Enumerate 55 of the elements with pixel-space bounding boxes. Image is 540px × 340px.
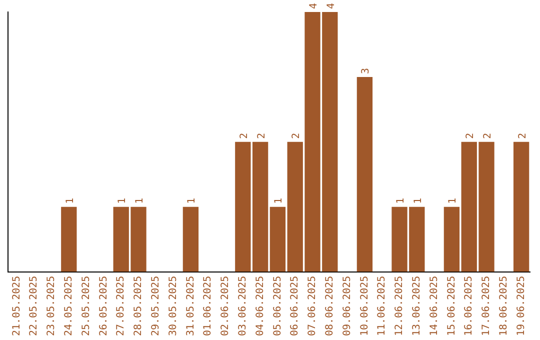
x-tick-label: 06.06.2025 [290,276,301,336]
x-tick-label: 14.06.2025 [428,276,440,336]
x-tick-label: 27.05.2025 [116,276,127,336]
x-tick-label: 16.06.2025 [464,276,475,336]
x-tick-label: 17.06.2025 [481,276,492,336]
bar [235,142,251,272]
x-tick-label: 25.05.2025 [80,276,92,336]
bar [356,76,373,272]
data-label: 2 [482,132,494,139]
data-label: 1 [134,198,146,204]
data-label: 2 [517,132,528,139]
x-tick-label: 19.06.2025 [516,276,527,336]
x-tick-label: 03.06.2025 [237,276,248,336]
x-tick-label: 13.06.2025 [411,276,422,336]
data-label: 2 [291,132,302,139]
x-tick-label: 02.06.2025 [220,276,232,336]
data-label: 1 [412,198,424,204]
x-tick-label: 30.05.2025 [168,276,179,336]
x-tick-label: 18.06.2025 [498,276,510,336]
data-label: 2 [238,132,250,139]
bar [513,142,530,272]
x-tick-label: 21.05.2025 [11,276,22,336]
x-tick-label: 24.05.2025 [63,276,74,336]
x-tick-label: 04.06.2025 [254,276,266,336]
data-label: 1 [117,198,128,204]
x-tick-label: 07.06.2025 [307,276,318,336]
x-tick-label: 09.06.2025 [342,276,353,336]
data-label: 2 [256,132,268,139]
x-tick-label: 05.06.2025 [272,276,284,336]
data-label: 1 [396,198,406,204]
data-label: 1 [64,198,76,204]
bar [182,206,199,272]
x-tick-label: 12.06.2025 [394,276,406,336]
x-tick-label: 31.05.2025 [185,276,196,336]
data-label: 1 [186,198,198,204]
bar [270,206,286,272]
bar [444,206,460,272]
bar [252,142,268,272]
data-label: 4 [326,2,337,9]
x-tick-label: 10.06.2025 [359,276,370,336]
x-tick-label: 11.06.2025 [376,276,388,336]
x-tick-label: 01.06.2025 [202,276,214,336]
data-label: 2 [465,132,476,139]
data-label: 1 [448,198,459,204]
x-tick-label: 26.05.2025 [98,276,110,336]
data-label: 4 [308,2,320,9]
data-label: 3 [360,68,372,74]
x-tick-label: 08.06.2025 [324,276,336,336]
bar [61,206,77,272]
x-tick-label: 29.05.2025 [150,276,162,336]
x-tick-label: 22.05.2025 [28,276,40,336]
x-tick-label: 15.06.2025 [446,276,458,336]
x-tick-label: 28.05.2025 [133,276,144,336]
x-tick-label: 23.05.2025 [46,276,58,336]
data-label: 1 [274,198,285,204]
